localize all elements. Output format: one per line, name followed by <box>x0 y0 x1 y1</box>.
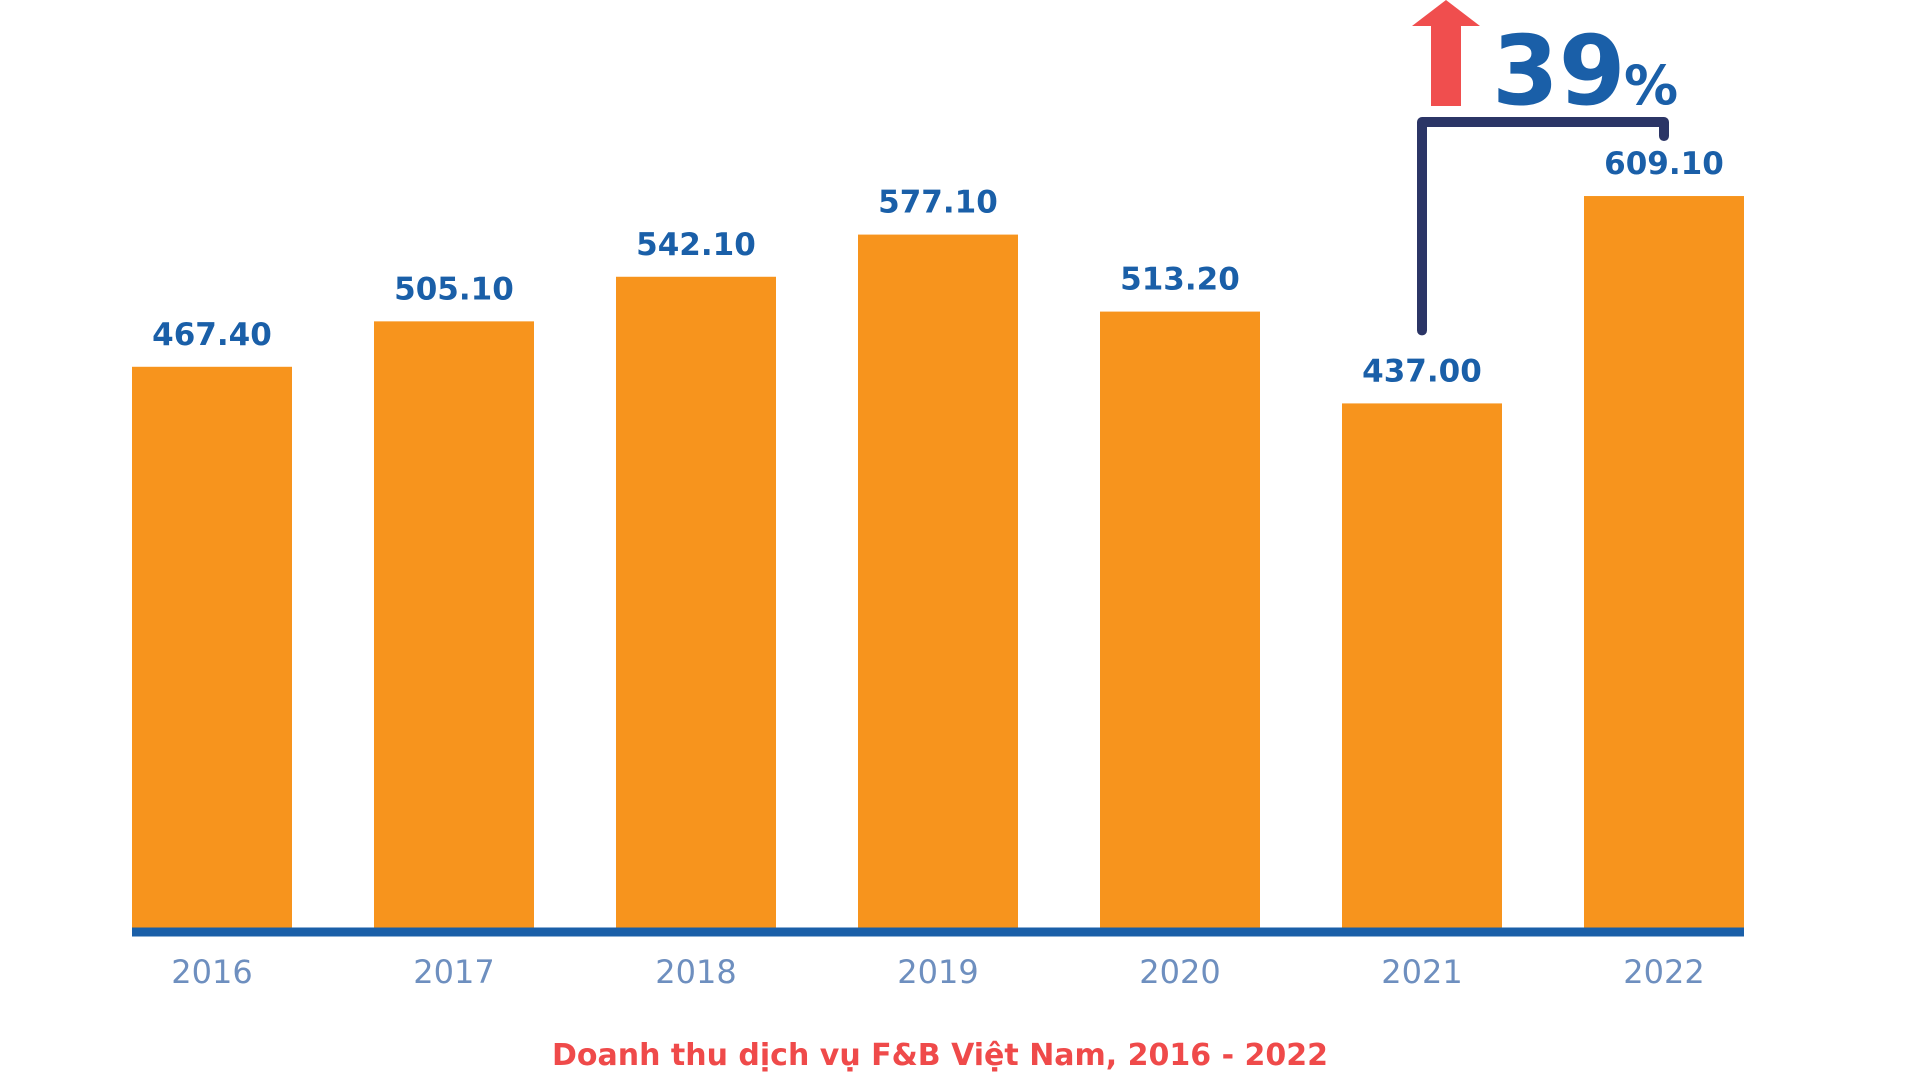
tick-label-2022: 2022 <box>1623 953 1704 991</box>
bar-2018 <box>616 276 776 930</box>
tick-label-2018: 2018 <box>655 953 736 991</box>
bars-group <box>132 196 1744 931</box>
value-label-2021: 437.00 <box>1362 353 1482 389</box>
value-label-2020: 513.20 <box>1120 262 1240 298</box>
growth-bracket <box>1417 117 1669 336</box>
value-label-2018: 542.10 <box>636 227 756 263</box>
growth-percent-number: 39 <box>1492 15 1626 127</box>
bar-2020 <box>1100 311 1260 930</box>
value-label-2016: 467.40 <box>152 317 272 353</box>
tick-labels-group: 2016 2017 2018 2019 2020 2021 2022 <box>171 953 1704 991</box>
tick-label-2019: 2019 <box>897 953 978 991</box>
tick-label-2021: 2021 <box>1381 953 1462 991</box>
up-arrow-icon <box>1412 0 1480 106</box>
bar-2019 <box>858 234 1018 931</box>
bar-2022 <box>1584 196 1744 931</box>
tick-label-2020: 2020 <box>1139 953 1220 991</box>
tick-label-2017: 2017 <box>413 953 494 991</box>
value-labels-group: 467.40 505.10 542.10 577.10 513.20 437.00 609.… <box>152 146 1724 389</box>
value-label-2019: 577.10 <box>878 185 998 221</box>
growth-annotation: 39 % <box>1412 0 1678 336</box>
bar-2017 <box>374 321 534 930</box>
value-label-2017: 505.10 <box>394 271 514 307</box>
growth-percent-sign: % <box>1624 54 1678 117</box>
chart-caption: Doanh thu dịch vụ F&B Việt Nam, 2016 - 2… <box>552 1038 1328 1073</box>
bar-2021 <box>1342 403 1502 930</box>
bar-2016 <box>132 366 292 931</box>
value-label-2022: 609.10 <box>1604 146 1724 182</box>
tick-label-2016: 2016 <box>171 953 252 991</box>
